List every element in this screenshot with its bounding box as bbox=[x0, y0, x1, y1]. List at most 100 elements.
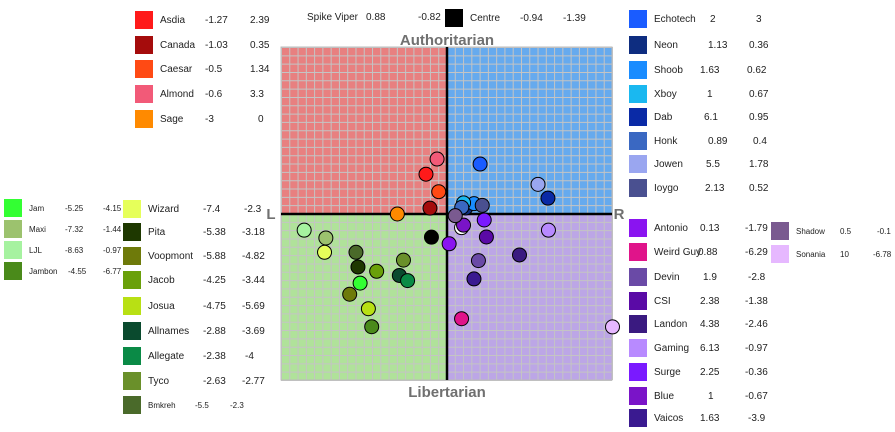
legend-swatch bbox=[628, 338, 648, 358]
legend-swatch bbox=[122, 199, 142, 219]
legend-entry-josua: Josua -4.75 -5.69 bbox=[122, 296, 265, 316]
legend-swatch bbox=[628, 291, 648, 311]
point-josua bbox=[360, 301, 376, 317]
legend-x-value: -5.25 bbox=[65, 203, 84, 213]
legend-y-value: -4.15 bbox=[103, 203, 122, 213]
point-caesar bbox=[431, 184, 447, 200]
point-canada bbox=[422, 200, 438, 216]
point-blue bbox=[456, 217, 472, 233]
legend-swatch bbox=[628, 218, 648, 238]
legend-entry-allnames: Allnames -2.88 -3.69 bbox=[122, 321, 265, 341]
legend-name: CSI bbox=[654, 295, 671, 307]
legend-name: Almond bbox=[160, 88, 194, 100]
legend-name: Honk bbox=[654, 135, 678, 147]
legend-swatch bbox=[628, 84, 648, 104]
point-ioygo bbox=[474, 197, 490, 213]
point-maxi bbox=[318, 230, 334, 246]
legend-name: Spike Viper bbox=[307, 12, 358, 23]
point-landon bbox=[511, 247, 527, 263]
legend-y-value: -2.77 bbox=[242, 375, 265, 387]
legend-name: Allegate bbox=[148, 350, 185, 362]
point-asdia bbox=[418, 166, 434, 182]
point-gaming bbox=[540, 222, 556, 238]
legend-y-value: -6.29 bbox=[745, 246, 768, 258]
legend-x-value: 2.13 bbox=[705, 182, 725, 194]
legend-y-value: 0.62 bbox=[747, 64, 767, 76]
legend-entry-shoob: Shoob 1.63 0.62 bbox=[628, 60, 766, 80]
legend-swatch bbox=[134, 59, 154, 79]
legend-entry-ioygo: Ioygo 2.13 0.52 bbox=[628, 178, 768, 198]
legend-name: Wizard bbox=[148, 203, 180, 215]
legend-x-value: -4.75 bbox=[203, 300, 226, 312]
legend-name: Canada bbox=[160, 39, 196, 51]
legend-entry-ljl: LJL -8.63 -0.97 bbox=[3, 240, 121, 260]
legend-entry-vaicos: Vaicos 1.63 -3.9 bbox=[628, 408, 765, 428]
legend-swatch bbox=[770, 244, 790, 264]
legend-y-value: -0.97 bbox=[745, 342, 768, 354]
legend-name: Gaming bbox=[654, 342, 690, 354]
point-dab bbox=[540, 190, 556, 206]
legend-y-value: 0.95 bbox=[749, 111, 769, 123]
legend-entry-gaming: Gaming 6.13 -0.97 bbox=[628, 338, 768, 358]
legend-swatch bbox=[122, 321, 142, 341]
legend-name: Vaicos bbox=[654, 412, 684, 424]
legend-swatch bbox=[444, 8, 464, 28]
legend-name: LJL bbox=[29, 245, 42, 255]
legend-name: Asdia bbox=[160, 14, 186, 26]
legend-y-value: -2.8 bbox=[748, 271, 766, 283]
point-vaicos bbox=[466, 271, 482, 287]
legend-x-value: -1.03 bbox=[205, 39, 228, 51]
legend-entry-sage: Sage -3 0 bbox=[134, 109, 264, 129]
legend-entry-xboy: Xboy 1 0.67 bbox=[628, 84, 768, 104]
legend-x-value: 0.5 bbox=[840, 226, 852, 236]
point-jacob bbox=[369, 263, 385, 279]
legend-x-value: 1.63 bbox=[700, 412, 720, 424]
legend-swatch bbox=[628, 35, 648, 55]
legend-name: Echotech bbox=[654, 13, 696, 25]
legend-swatch bbox=[134, 109, 154, 129]
legend-swatch bbox=[3, 240, 23, 260]
legend-swatch bbox=[628, 107, 648, 127]
legend-swatch bbox=[134, 10, 154, 30]
legend-x-value: 10 bbox=[840, 249, 849, 259]
legend-entry-maxi: Maxi -7.32 -1.44 bbox=[3, 219, 121, 239]
point-devin bbox=[470, 253, 486, 269]
legend-entry-voopmont: Voopmont -5.88 -4.82 bbox=[122, 246, 265, 266]
legend-entry-bmkreh: Bmkreh -5.5 -2.3 bbox=[122, 395, 244, 415]
legend-swatch bbox=[122, 246, 142, 266]
legend-x-value: 1.13 bbox=[708, 39, 728, 51]
legend-entry-jam: Jam -5.25 -4.15 bbox=[3, 198, 121, 218]
legend-name: Weird Guy bbox=[654, 246, 702, 258]
legend-entry-dab: Dab 6.1 0.95 bbox=[628, 107, 768, 127]
point-antonio bbox=[441, 236, 457, 252]
legend-swatch bbox=[628, 60, 648, 80]
legend-x-value: 4.38 bbox=[700, 318, 720, 330]
legend-x-value: -5.88 bbox=[203, 250, 226, 262]
legend-x-value: -4.25 bbox=[203, 274, 226, 286]
legend-x-value: 0.88 bbox=[366, 12, 386, 23]
legend-x-value: -7.32 bbox=[65, 224, 84, 234]
legend-name: Surge bbox=[654, 366, 681, 378]
legend-swatch bbox=[628, 9, 648, 29]
legend-x-value: -2.88 bbox=[203, 325, 226, 337]
legend-swatch bbox=[628, 314, 648, 334]
point-jam bbox=[352, 275, 368, 291]
legend-x-value: -0.6 bbox=[205, 88, 223, 100]
legend-y-value: -6.78 bbox=[873, 249, 892, 259]
legend-swatch bbox=[3, 198, 23, 218]
legend-entry-centre: Centre -0.94 -1.39 bbox=[444, 8, 586, 28]
point-csi bbox=[478, 229, 494, 245]
legend-swatch bbox=[122, 270, 142, 290]
point-bmkreh bbox=[348, 244, 364, 260]
legend-y-value: 3.3 bbox=[250, 88, 264, 100]
legend-x-value: 1 bbox=[708, 390, 714, 402]
point-voopmont bbox=[342, 286, 358, 302]
legend-entry-asdia: Asdia -1.27 2.39 bbox=[134, 10, 269, 30]
legend-entry-allegate: Allegate -2.38 -4 bbox=[122, 346, 254, 366]
legend-name: Tyco bbox=[148, 375, 170, 387]
legend-swatch bbox=[628, 131, 648, 151]
legend-name: Dab bbox=[654, 111, 673, 123]
legend-swatch bbox=[628, 267, 648, 287]
legend-entry-jacob: Jacob -4.25 -3.44 bbox=[122, 270, 265, 290]
legend-entry-antonio: Antonio 0.13 -1.79 bbox=[628, 218, 768, 238]
